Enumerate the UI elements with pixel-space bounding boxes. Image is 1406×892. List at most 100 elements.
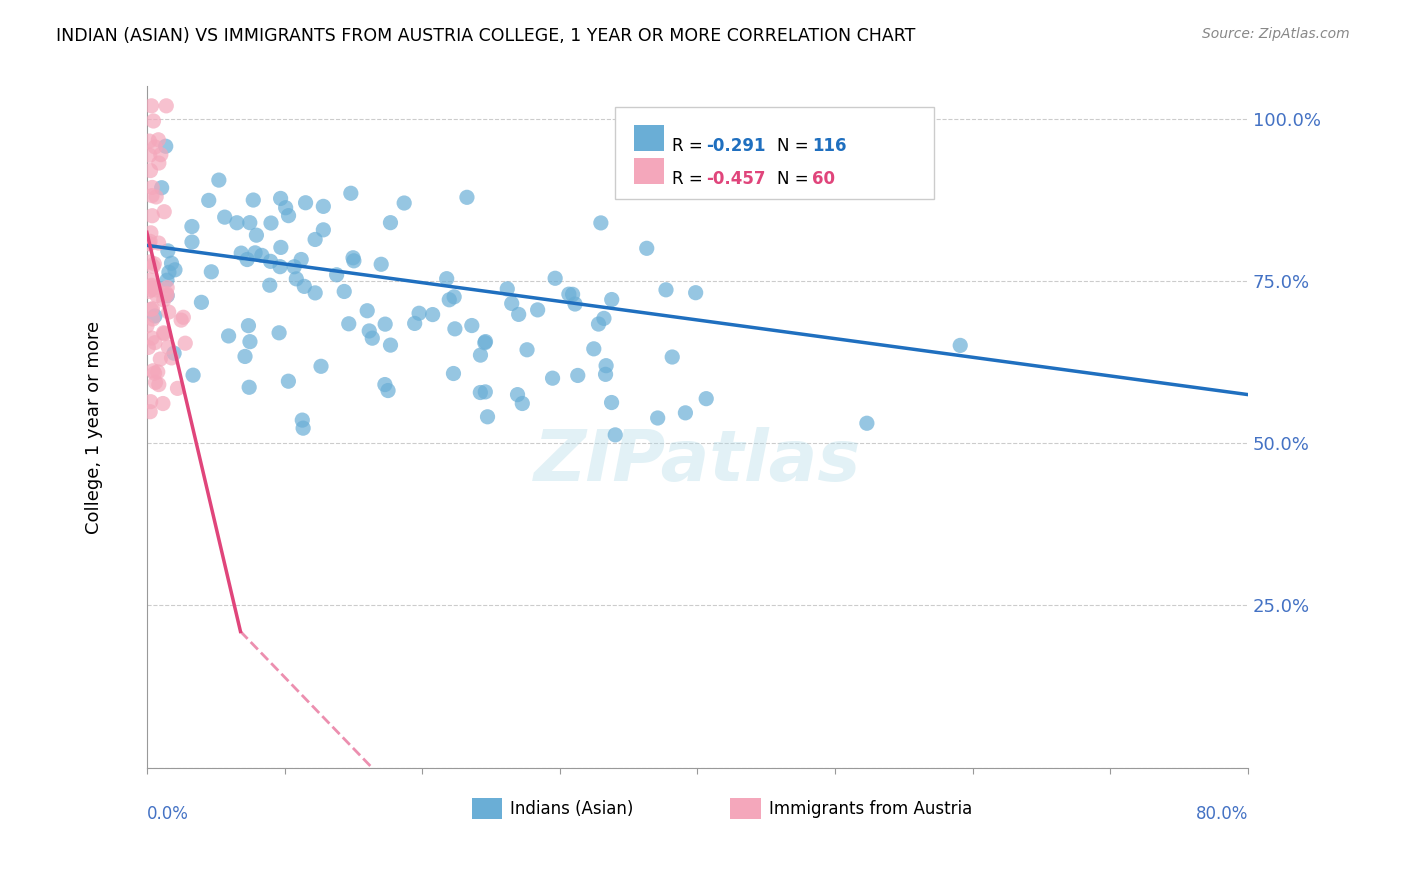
Point (340, 186, 363, 201)
Point (342, 251, 364, 265)
Point (245, 228, 267, 243)
Point (408, 306, 430, 320)
Point (148, 377, 170, 392)
Point (172, 310, 194, 325)
Point (477, 409, 499, 424)
Point (143, 257, 166, 271)
Point (141, 188, 163, 202)
Text: N =: N = (776, 170, 814, 188)
Point (312, 199, 335, 213)
Point (439, 293, 461, 307)
Point (160, 256, 183, 270)
Point (156, 280, 179, 294)
Point (444, 322, 467, 336)
Point (136, 318, 159, 333)
Point (142, 364, 165, 378)
Point (225, 216, 247, 230)
Point (139, 302, 162, 317)
Text: 116: 116 (811, 137, 846, 155)
Point (146, 288, 169, 302)
Point (136, 236, 159, 251)
Point (309, 359, 332, 374)
Point (443, 290, 465, 304)
Point (214, 210, 236, 224)
Point (661, 350, 683, 364)
Point (291, 413, 314, 427)
Point (142, 114, 165, 128)
Point (141, 301, 163, 316)
Point (600, 395, 623, 409)
Point (600, 293, 623, 307)
Point (148, 235, 170, 250)
Point (595, 368, 617, 382)
Point (290, 252, 312, 267)
Point (456, 190, 478, 204)
Point (139, 280, 162, 294)
Point (474, 384, 496, 399)
Point (145, 283, 167, 297)
Point (506, 387, 529, 401)
Point (461, 318, 484, 333)
Point (155, 139, 177, 153)
Text: ZIPatlas: ZIPatlas (534, 426, 860, 496)
Point (138, 134, 160, 148)
Point (856, 416, 879, 430)
Point (153, 204, 176, 219)
Point (561, 287, 583, 301)
Point (157, 305, 180, 319)
Point (285, 272, 308, 286)
Point (138, 341, 160, 355)
FancyBboxPatch shape (730, 798, 761, 819)
Text: Indians (Asian): Indians (Asian) (510, 799, 634, 818)
Point (166, 381, 188, 395)
Point (374, 317, 396, 331)
Point (238, 318, 260, 333)
Point (356, 303, 378, 318)
Point (312, 223, 335, 237)
Point (148, 133, 170, 147)
Point (238, 380, 260, 394)
Point (174, 336, 197, 351)
Text: INDIAN (ASIAN) VS IMMIGRANTS FROM AUSTRIA COLLEGE, 1 YEAR OR MORE CORRELATION CH: INDIAN (ASIAN) VS IMMIGRANTS FROM AUSTRI… (56, 27, 915, 45)
Point (139, 226, 162, 240)
Point (404, 317, 426, 331)
Point (231, 246, 253, 260)
Point (143, 366, 166, 380)
Point (141, 99, 163, 113)
Point (510, 396, 533, 410)
Text: 60: 60 (811, 170, 835, 188)
Point (208, 173, 231, 187)
Point (152, 293, 174, 307)
Point (270, 191, 292, 205)
FancyBboxPatch shape (614, 107, 934, 199)
Point (152, 326, 174, 340)
Text: R =: R = (672, 170, 709, 188)
Point (655, 283, 678, 297)
Point (157, 340, 180, 354)
Point (139, 283, 162, 297)
Text: 0.0%: 0.0% (146, 805, 188, 823)
Point (695, 392, 717, 406)
Point (359, 324, 381, 338)
Point (544, 271, 567, 285)
Point (243, 245, 266, 260)
Point (392, 196, 415, 211)
Point (304, 285, 326, 300)
Point (470, 348, 492, 362)
Point (141, 331, 163, 345)
Point (139, 255, 162, 269)
Point (200, 265, 222, 279)
Point (333, 285, 356, 299)
Point (139, 394, 162, 409)
Point (949, 338, 972, 352)
Point (370, 257, 392, 271)
Point (181, 368, 204, 383)
Point (152, 396, 174, 410)
Point (143, 335, 166, 350)
Point (239, 334, 262, 349)
Point (605, 428, 627, 442)
Point (141, 278, 163, 293)
Point (143, 281, 166, 295)
Point (180, 219, 202, 234)
Point (304, 232, 326, 246)
